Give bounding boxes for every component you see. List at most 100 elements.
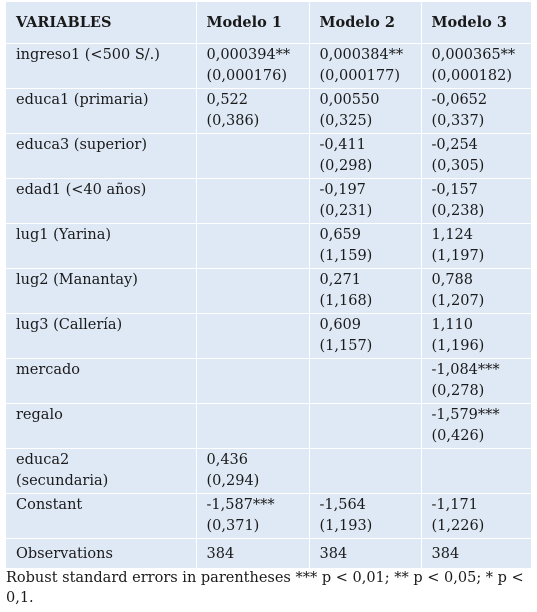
cell-modelo-2: -0,411 (0,298) xyxy=(309,133,422,179)
standard-error: (1,168) xyxy=(319,293,373,309)
observations-value-modelo-3: 384 xyxy=(421,538,531,570)
row-label: Constant xyxy=(6,493,197,539)
row-label-line: regalo xyxy=(16,407,63,423)
row-label: ingreso1 (<500 S/.) xyxy=(6,43,197,89)
standard-error: (0,000182) xyxy=(431,68,513,84)
table-row: regalo -1,579*** (0,426) xyxy=(6,403,531,449)
cell-modelo-1 xyxy=(196,358,310,404)
coefficient: 0,609 xyxy=(319,317,362,333)
cell-modelo-1: -1,587*** (0,371) xyxy=(196,493,310,539)
standard-error: (0,386) xyxy=(206,113,260,129)
cell-modelo-1: 0,522 (0,386) xyxy=(196,88,310,134)
header-variables: VARIABLES xyxy=(6,2,197,44)
cell-modelo-3: 0,788 (1,207) xyxy=(421,268,531,314)
cell-modelo-2 xyxy=(309,358,422,404)
row-label: educa1 (primaria) xyxy=(6,88,197,134)
cell-modelo-3: -0,254 (0,305) xyxy=(421,133,531,179)
coefficient: 0,436 xyxy=(206,452,249,468)
observations-row: Observations 384 384 384 xyxy=(6,538,531,570)
cell-modelo-1: 0,000394** (0,000176) xyxy=(196,43,310,89)
standard-error: (0,426) xyxy=(431,428,485,444)
cell-modelo-3: -1,084*** (0,278) xyxy=(421,358,531,404)
regression-table: VARIABLES Modelo 1 Modelo 2 Modelo 3 ing… xyxy=(6,2,531,570)
coefficient: 0,659 xyxy=(319,227,362,243)
table-note: Robust standard errors in parentheses **… xyxy=(6,568,534,608)
coefficient: -0,0652 xyxy=(431,92,488,108)
cell-modelo-2: 0,00550 (0,325) xyxy=(309,88,422,134)
row-label-line: lug2 (Manantay) xyxy=(16,272,138,288)
table-row: lug1 (Yarina) 0,659 (1,159) 1,124 (1,197) xyxy=(6,223,531,269)
cell-modelo-1: 0,436 (0,294) xyxy=(196,448,310,494)
standard-error: (1,207) xyxy=(431,293,485,309)
standard-error: (0,238) xyxy=(431,203,485,219)
coefficient: 0,000384** xyxy=(319,47,404,63)
table-row: edad1 (<40 años) -0,197 (0,231) -0,157 (0,23… xyxy=(6,178,531,224)
row-label-line: educa1 (primaria) xyxy=(16,92,149,108)
cell-modelo-3: -1,171 (1,226) xyxy=(421,493,531,539)
row-label: lug1 (Yarina) xyxy=(6,223,197,269)
row-label: mercado xyxy=(6,358,197,404)
cell-modelo-2: 0,271 (1,168) xyxy=(309,268,422,314)
coefficient: -1,587*** xyxy=(206,497,275,513)
standard-error: (0,231) xyxy=(319,203,373,219)
row-label-line: lug3 (Callería) xyxy=(16,317,123,333)
row-label-line: educa3 (superior) xyxy=(16,137,147,153)
cell-modelo-3: -0,0652 (0,337) xyxy=(421,88,531,134)
coefficient: -1,171 xyxy=(431,497,478,513)
cell-modelo-2 xyxy=(309,403,422,449)
row-label-line: mercado xyxy=(16,362,81,378)
table-row: lug3 (Callería) 0,609 (1,157) 1,110 (1,196) xyxy=(6,313,531,359)
cell-modelo-2: -1,564 (1,193) xyxy=(309,493,422,539)
cell-modelo-2 xyxy=(309,448,422,494)
standard-error: (0,000176) xyxy=(206,68,288,84)
table-row: educa2 (secundaria) 0,436 (0,294) xyxy=(6,448,531,494)
row-label-line: ingreso1 (<500 S/.) xyxy=(16,47,160,63)
row-label-line: lug1 (Yarina) xyxy=(16,227,112,243)
cell-modelo-3: -1,579*** (0,426) xyxy=(421,403,531,449)
standard-error: (0,000177) xyxy=(319,68,401,84)
header-modelo-1: Modelo 1 xyxy=(196,2,310,44)
cell-modelo-1 xyxy=(196,268,310,314)
standard-error: (0,371) xyxy=(206,518,260,534)
coefficient: -0,157 xyxy=(431,182,478,198)
standard-error: (0,337) xyxy=(431,113,485,129)
table-row: educa1 (primaria) 0,522 (0,386) 0,00550 (0,3… xyxy=(6,88,531,134)
coefficient: -0,411 xyxy=(319,137,366,153)
row-label: edad1 (<40 años) xyxy=(6,178,197,224)
standard-error: (1,197) xyxy=(431,248,485,264)
coefficient: 1,124 xyxy=(431,227,474,243)
cell-modelo-1 xyxy=(196,178,310,224)
coefficient: -1,579*** xyxy=(431,407,500,423)
cell-modelo-3: -0,157 (0,238) xyxy=(421,178,531,224)
standard-error: (1,157) xyxy=(319,338,373,354)
header-modelo-3: Modelo 3 xyxy=(421,2,531,44)
coefficient: -0,254 xyxy=(431,137,478,153)
standard-error: (0,278) xyxy=(431,383,485,399)
table-row: lug2 (Manantay) 0,271 (1,168) 0,788 (1,207) xyxy=(6,268,531,314)
row-label: lug2 (Manantay) xyxy=(6,268,197,314)
header-modelo-2: Modelo 2 xyxy=(309,2,422,44)
coefficient: -1,564 xyxy=(319,497,366,513)
standard-error: (1,196) xyxy=(431,338,485,354)
cell-modelo-2: 0,659 (1,159) xyxy=(309,223,422,269)
row-label-line: educa2 xyxy=(16,452,70,468)
coefficient: 0,000365** xyxy=(431,47,516,63)
coefficient: 0,00550 xyxy=(319,92,380,108)
observations-value-modelo-2: 384 xyxy=(309,538,422,570)
row-label: educa2 (secundaria) xyxy=(6,448,197,494)
cell-modelo-3: 1,110 (1,196) xyxy=(421,313,531,359)
cell-modelo-2: 0,000384** (0,000177) xyxy=(309,43,422,89)
cell-modelo-2: -0,197 (0,231) xyxy=(309,178,422,224)
table-row: educa3 (superior) -0,411 (0,298) -0,254 (0,3… xyxy=(6,133,531,179)
cell-modelo-3: 1,124 (1,197) xyxy=(421,223,531,269)
row-label-line: (secundaria) xyxy=(16,473,109,489)
coefficient: 0,000394** xyxy=(206,47,291,63)
cell-modelo-3 xyxy=(421,448,531,494)
cell-modelo-1 xyxy=(196,223,310,269)
table-row: Constant -1,587*** (0,371) -1,564 (1,193) -1,… xyxy=(6,493,531,539)
cell-modelo-1 xyxy=(196,313,310,359)
standard-error: (1,226) xyxy=(431,518,485,534)
table-row: mercado -1,084*** (0,278) xyxy=(6,358,531,404)
observations-label: Observations xyxy=(6,538,197,570)
